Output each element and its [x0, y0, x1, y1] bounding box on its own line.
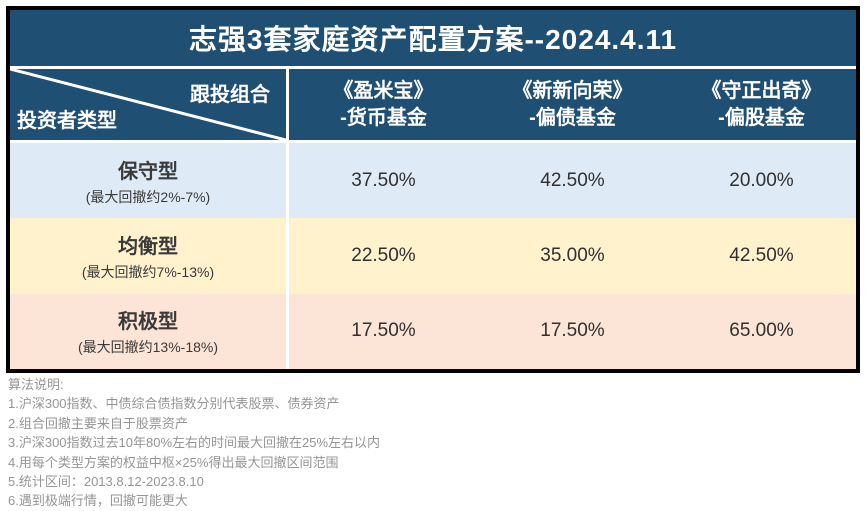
investor-type-label: 积极型 [118, 311, 178, 334]
allocation-value: 20.00% [729, 169, 794, 191]
row-label: 积极型 (最大回撤约13%-18%) [10, 294, 286, 369]
table-row-conservative: 保守型 (最大回撤约2%-7%) 37.50% 42.50% 20.00% [10, 143, 856, 219]
table-row-balanced: 均衡型 (最大回撤约7%-13%) 22.50% 35.00% 42.50% [10, 218, 856, 294]
allocation-value: 17.50% [540, 320, 605, 342]
allocation-value: 22.50% [351, 244, 416, 266]
divider-under-header [10, 140, 856, 143]
fund-type: -偏债基金 [529, 106, 616, 129]
drawdown-range: (最大回撤约13%-18%) [77, 339, 219, 356]
column-header-money-fund: 《盈米宝》 -货币基金 [289, 69, 478, 140]
column-divider [286, 143, 289, 219]
investor-type-label: 均衡型 [118, 235, 178, 258]
allocation-value: 42.50% [729, 244, 794, 266]
column-header-bond-fund: 《新新向荣》 -偏债基金 [478, 69, 667, 140]
column-divider [286, 69, 289, 140]
row-label: 均衡型 (最大回撤约7%-13%) [10, 218, 286, 293]
note-line: 5.统计区间：2013.8.12-2023.8.10 [8, 474, 204, 490]
allocation-value: 37.50% [351, 169, 416, 191]
corner-label-portfolio: 跟投组合 [190, 84, 270, 106]
table-header-row: 跟投组合 投资者类型 《盈米宝》 -货币基金 《新新向荣》 -偏债基金 《守正出… [10, 69, 856, 140]
footnotes: 算法说明: 1.沪深300指数、中债综合债指数分别代表股票、债券资产 2.组合回… [8, 375, 848, 511]
note-line: 4.用每个类型方案的权益中枢×25%得出最大回撤区间范围 [8, 454, 339, 470]
allocation-table: 志强3套家庭资产配置方案--2024.4.11 跟投组合 投资者类型 《盈米宝》… [6, 6, 860, 373]
allocation-value: 17.50% [351, 320, 416, 342]
page-title: 志强3套家庭资产配置方案--2024.4.11 [188, 24, 678, 55]
fund-name: 《新新向荣》 [512, 79, 633, 102]
fund-name: 《守正出奇》 [701, 79, 822, 102]
investor-type-label: 保守型 [118, 160, 178, 183]
column-header-equity-fund: 《守正出奇》 -偏股基金 [667, 69, 856, 140]
drawdown-range: (最大回撤约7%-13%) [81, 263, 215, 280]
allocation-value: 42.50% [540, 169, 605, 191]
column-divider [286, 218, 289, 294]
diagonal-line-icon [10, 69, 286, 140]
allocation-value: 65.00% [729, 320, 794, 342]
drawdown-range: (最大回撤约2%-7%) [85, 188, 211, 205]
note-line: 3.沪深300指数过去10年80%左右的时间最大回撤在25%左右以内 [8, 435, 381, 451]
allocation-value: 35.00% [540, 244, 605, 266]
divider-under-title [10, 66, 856, 69]
fund-type: -货币基金 [340, 106, 427, 129]
table-row-aggressive: 积极型 (最大回撤约13%-18%) 17.50% 17.50% 65.00% [10, 293, 856, 369]
row-label: 保守型 (最大回撤约2%-7%) [10, 143, 286, 218]
matrix-corner-cell: 跟投组合 投资者类型 [10, 69, 286, 140]
fund-type: -偏股基金 [718, 106, 805, 129]
corner-label-investor-type: 投资者类型 [17, 110, 117, 132]
note-line: 2.组合回撤主要来自于股票资产 [8, 415, 188, 431]
note-line: 1.沪深300指数、中债综合债指数分别代表股票、债券资产 [8, 396, 340, 412]
note-line: 6.遇到极端行情，回撤可能更大 [8, 493, 188, 509]
fund-name: 《盈米宝》 [333, 79, 434, 102]
footnotes-title: 算法说明: [8, 377, 64, 392]
column-divider [286, 293, 289, 369]
